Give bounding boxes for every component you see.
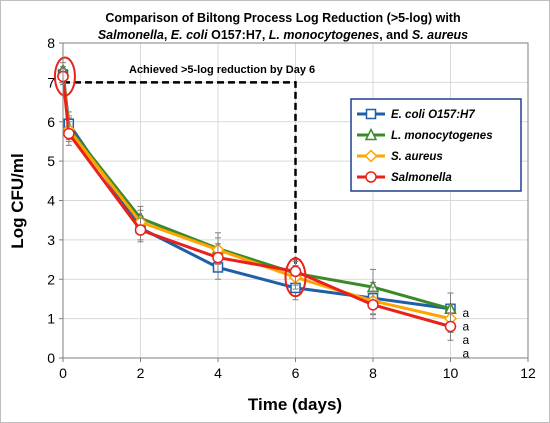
- title-line2-part-2: E. coli: [171, 28, 208, 42]
- chart-title-line2: Salmonella, E. coli O157:H7, L. monocyto…: [98, 28, 468, 42]
- title-line2-part-1: ,: [164, 28, 171, 42]
- legend-swatch-marker-3: [365, 171, 377, 183]
- significance-label-0: a: [463, 306, 470, 320]
- legend-label-3: Salmonella: [391, 172, 452, 184]
- legend: E. coli O157:H7 L. monocytogenes S. aureus…: [350, 98, 522, 192]
- title-line2-part-4: L. monocytogenes: [269, 28, 379, 42]
- legend-swatch-marker-0: [365, 108, 377, 120]
- series-3-point-5: [367, 299, 379, 311]
- legend-label-1: L. monocytogenes: [391, 130, 493, 142]
- series-3-point-4: [289, 265, 302, 278]
- y-tick-label-3: 3: [47, 232, 55, 248]
- series-3-point-2: [134, 224, 147, 236]
- x-tick-label-8: 8: [369, 365, 377, 381]
- y-tick-label-5: 5: [47, 153, 55, 169]
- significance-label-2: a: [463, 333, 470, 347]
- series-3-point-3: [212, 251, 224, 264]
- y-tick-label-8: 8: [47, 35, 55, 51]
- chart-title-line1: Comparison of Biltong Process Log Reduct…: [105, 11, 460, 25]
- title-line2-part-5: , and: [379, 28, 412, 42]
- y-axis-title: Log CFU/ml: [8, 153, 27, 248]
- y-tick-label-2: 2: [47, 271, 55, 287]
- y-tick-label-4: 4: [47, 193, 55, 209]
- x-tick-label-6: 6: [292, 365, 300, 381]
- title-line2-part-6: S. aureus: [412, 28, 468, 42]
- x-tick-label-4: 4: [214, 365, 222, 381]
- series-3: [57, 68, 457, 341]
- significance-label-1: a: [463, 319, 470, 333]
- y-tick-label-7: 7: [47, 74, 55, 90]
- legend-label-0: E. coli O157:H7: [391, 109, 475, 121]
- reference-dashed-line: [63, 81, 297, 278]
- series-3-point-1: [63, 127, 75, 140]
- x-tick-label-2: 2: [137, 365, 145, 381]
- legend-label-2: S. aureus: [391, 151, 443, 163]
- y-tick-label-0: 0: [47, 350, 55, 366]
- reference-path: [63, 81, 297, 278]
- y-tick-label-6: 6: [47, 114, 55, 130]
- highlight-ellipse-0: [53, 56, 76, 97]
- y-tick-label-1: 1: [47, 311, 55, 327]
- series-3-point-6: [444, 320, 457, 333]
- highlight-ellipse-1: [284, 257, 307, 298]
- legend-swatch-marker-1: [364, 127, 378, 141]
- x-axis-title: Time (days): [248, 395, 342, 414]
- gridlines: [62, 42, 529, 359]
- annotation-label: Achieved >5-log reduction by Day 6: [129, 64, 315, 76]
- title-line2-part-3: O157:H7,: [208, 28, 269, 42]
- x-tick-label-12: 12: [520, 365, 536, 381]
- x-tick-label-10: 10: [443, 365, 459, 381]
- x-tick-label-0: 0: [59, 365, 67, 381]
- title-line2-part-0: Salmonella: [98, 28, 164, 42]
- legend-swatch-marker-2: [364, 149, 378, 163]
- significance-label-3: a: [463, 346, 470, 360]
